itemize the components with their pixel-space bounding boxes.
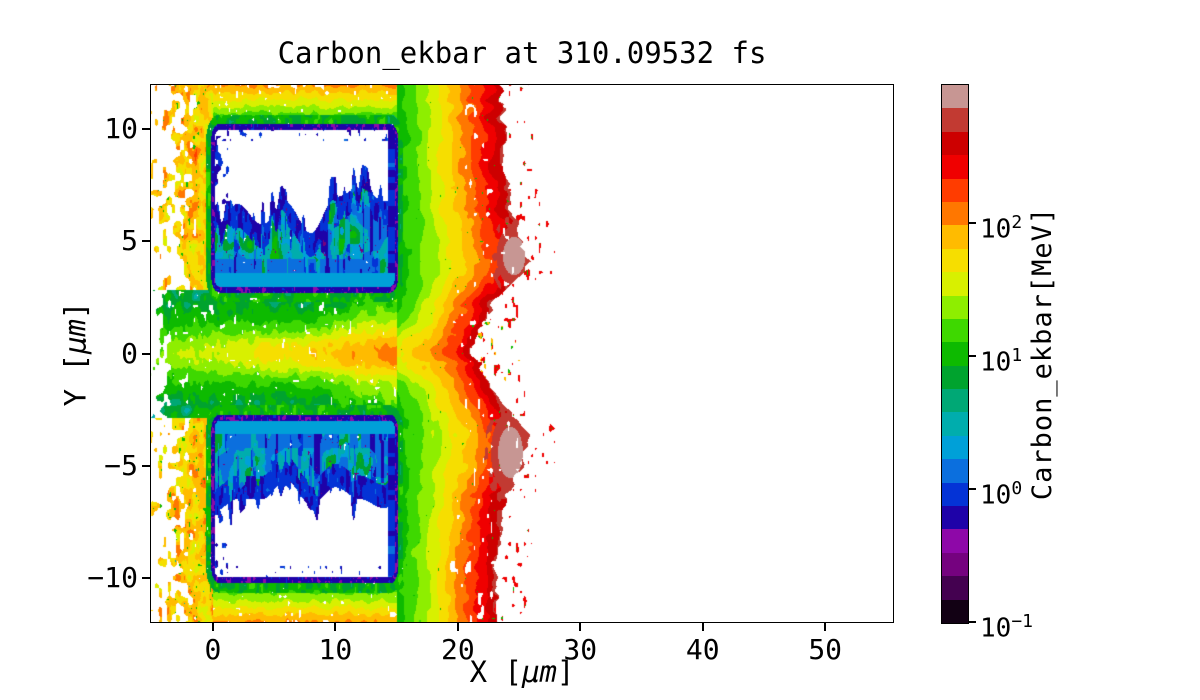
- colorbar-band: [942, 108, 968, 132]
- colorbar-label-text: Carbon_ekbar[MeV]: [1027, 206, 1059, 500]
- y-tick-mark: [142, 352, 150, 355]
- colorbar-band: [942, 552, 968, 577]
- colorbar-label: Carbon_ekbar[MeV]: [1008, 84, 1078, 622]
- colorbar-band: [942, 178, 968, 202]
- colorbar-tick-label: 101: [980, 345, 1023, 378]
- x-tick-mark: [579, 623, 582, 631]
- x-tick-mark: [334, 623, 337, 631]
- x-axis-label-pre: X [: [469, 655, 522, 689]
- x-tick-label: 30: [563, 633, 598, 666]
- y-axis-label-unit: μm: [58, 318, 92, 354]
- colorbar-band: [942, 459, 968, 483]
- colorbar-tick-mark: [969, 355, 976, 358]
- colorbar-band: [942, 155, 968, 179]
- x-axis-label-post: ]: [556, 655, 575, 689]
- colorbar-band: [942, 85, 968, 109]
- plot-title: Carbon_ekbar at 310.09532 fs: [277, 36, 767, 70]
- y-tick-label: 0: [121, 336, 138, 370]
- colorbar-band: [942, 529, 968, 553]
- y-tick-mark: [142, 577, 150, 580]
- colorbar-tick-label: 100: [980, 478, 1023, 511]
- colorbar-band: [942, 435, 968, 460]
- colorbar-tick-mark: [969, 222, 976, 225]
- colorbar-band: [942, 482, 968, 507]
- colorbar-band: [942, 131, 968, 156]
- y-tick-label: −5: [104, 448, 138, 482]
- x-tick-label: 10: [318, 633, 353, 666]
- y-tick-label: −10: [87, 561, 138, 595]
- colorbar-band: [942, 576, 968, 600]
- x-tick-label: 0: [204, 633, 222, 666]
- y-tick-mark: [142, 128, 150, 131]
- y-tick-label: 10: [104, 112, 138, 146]
- colorbar-band: [942, 318, 968, 343]
- colorbar-band: [942, 599, 968, 623]
- x-tick-mark: [824, 623, 827, 631]
- colorbar-tick-mark: [969, 488, 976, 491]
- y-tick-label: 5: [121, 224, 138, 258]
- y-axis-label-post: ]: [58, 301, 92, 319]
- colorbar-band: [942, 295, 968, 319]
- y-axis-label: Y [μm]: [52, 84, 98, 623]
- colorbar-band: [942, 412, 968, 436]
- colorbar-band: [942, 201, 968, 226]
- colorbar-band: [942, 389, 968, 413]
- x-tick-mark: [456, 623, 459, 631]
- x-tick-label: 40: [685, 633, 720, 666]
- y-axis-label-pre: Y [: [58, 353, 92, 406]
- colorbar-tick-mark: [969, 621, 976, 623]
- heatmap-canvas: [150, 84, 894, 623]
- colorbar-band: [942, 248, 968, 273]
- colorbar-band: [942, 365, 968, 390]
- colorbar-band: [942, 342, 968, 366]
- x-tick-mark: [211, 623, 214, 631]
- colorbar: [941, 84, 969, 624]
- x-axis-label: X [μm]: [150, 655, 894, 689]
- x-tick-label: 20: [440, 633, 475, 666]
- x-tick-mark: [701, 623, 704, 631]
- colorbar-band: [942, 272, 968, 296]
- colorbar-band: [942, 225, 968, 249]
- colorbar-band: [942, 506, 968, 530]
- colorbar-tick-label: 10−1: [980, 611, 1033, 644]
- x-tick-label: 50: [808, 633, 843, 666]
- colorbar-tick-label: 102: [980, 212, 1023, 246]
- y-tick-mark: [142, 240, 150, 243]
- y-tick-mark: [142, 464, 150, 467]
- x-axis-label-unit: μm: [522, 655, 557, 689]
